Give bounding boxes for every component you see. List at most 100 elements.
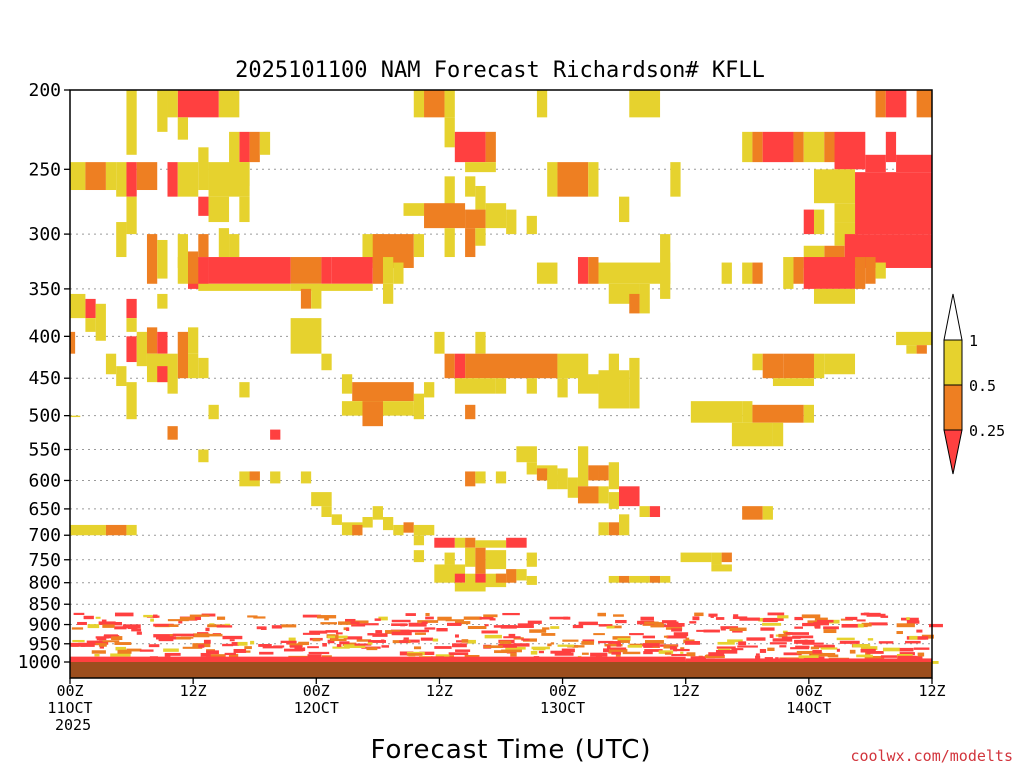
ri-cell bbox=[218, 228, 230, 258]
ri-cell bbox=[608, 353, 620, 375]
surface-cell bbox=[168, 624, 179, 627]
surface-cell bbox=[452, 643, 467, 648]
surface-cell bbox=[356, 639, 372, 642]
surface-cell bbox=[271, 625, 283, 629]
ri-cell bbox=[177, 331, 189, 379]
ri-cell bbox=[598, 486, 609, 504]
ri-cell bbox=[608, 522, 620, 536]
surface-cell bbox=[229, 639, 235, 642]
y-tick-label: 900 bbox=[28, 615, 61, 636]
surface-cell bbox=[664, 652, 672, 655]
ri-cell bbox=[198, 234, 209, 258]
surface-cell bbox=[289, 645, 302, 648]
surface-cell bbox=[259, 651, 274, 655]
surface-cell bbox=[454, 634, 459, 638]
legend-swatch bbox=[943, 339, 963, 386]
surface-cell bbox=[640, 616, 654, 621]
ri-cell bbox=[444, 353, 455, 379]
surface-cell bbox=[572, 644, 579, 648]
surface-cell bbox=[467, 639, 476, 644]
ri-cell bbox=[413, 524, 435, 536]
surface-cell bbox=[530, 650, 538, 655]
y-tick-label: 700 bbox=[28, 525, 61, 546]
surface-cell bbox=[849, 649, 856, 654]
surface-cell bbox=[436, 628, 448, 632]
surface-cell bbox=[481, 630, 498, 634]
surface-cell bbox=[550, 642, 555, 645]
surface-cell bbox=[764, 657, 773, 660]
surface-cell bbox=[483, 645, 503, 649]
surface-cell bbox=[189, 614, 210, 617]
surface-cell bbox=[708, 613, 718, 617]
surface-cell bbox=[785, 632, 793, 635]
ri-cell bbox=[444, 176, 455, 210]
y-tick-label: 600 bbox=[28, 470, 61, 491]
surface-cell bbox=[604, 643, 623, 647]
surface-cell bbox=[673, 632, 689, 637]
surface-cell bbox=[91, 650, 106, 654]
ground-bar bbox=[70, 662, 932, 678]
surface-cell bbox=[367, 642, 373, 645]
surface-cell bbox=[617, 637, 631, 641]
surface-cell bbox=[498, 643, 517, 648]
surface-cell bbox=[792, 635, 814, 639]
ri-cell bbox=[239, 196, 250, 223]
surface-cell bbox=[406, 653, 423, 656]
ri-cell bbox=[916, 90, 932, 118]
ri-cell bbox=[70, 162, 86, 191]
ri-cell bbox=[454, 131, 486, 163]
shaded-cells bbox=[70, 90, 932, 592]
ri-cell bbox=[598, 262, 671, 284]
surface-cell bbox=[335, 634, 339, 639]
ri-cell bbox=[577, 446, 589, 487]
ri-cell bbox=[629, 293, 640, 314]
ri-cell bbox=[834, 131, 866, 170]
ri-cell bbox=[208, 257, 291, 284]
ri-cell bbox=[742, 131, 753, 163]
ri-cell bbox=[536, 90, 548, 118]
ri-cell bbox=[465, 547, 476, 567]
surface-cell bbox=[73, 612, 85, 616]
surface-cell bbox=[99, 645, 104, 649]
surface-cell bbox=[562, 639, 579, 642]
ri-cell bbox=[188, 251, 199, 284]
surface-cell bbox=[529, 629, 547, 633]
surface-cell bbox=[403, 637, 409, 640]
ri-cell bbox=[403, 203, 425, 216]
ri-cell bbox=[177, 162, 199, 197]
ri-cell bbox=[167, 162, 178, 197]
surface-cell bbox=[351, 623, 366, 627]
ri-cell bbox=[588, 257, 599, 284]
surface-cell bbox=[237, 641, 248, 646]
surface-cell bbox=[931, 660, 939, 664]
surface-cell bbox=[115, 646, 127, 651]
surface-cell bbox=[590, 652, 608, 657]
ri-cell bbox=[824, 353, 856, 375]
surface-cell bbox=[795, 645, 810, 649]
surface-cell bbox=[206, 650, 219, 655]
ri-cell bbox=[208, 404, 219, 420]
ri-cell bbox=[834, 203, 856, 223]
ri-cell bbox=[198, 147, 209, 191]
surface-cell bbox=[312, 638, 321, 642]
surface-cell bbox=[779, 645, 787, 648]
surface-cell bbox=[767, 612, 785, 616]
ri-cell bbox=[382, 283, 394, 304]
surface-cell bbox=[455, 621, 471, 625]
legend-swatch bbox=[943, 384, 963, 431]
surface-cell bbox=[669, 646, 677, 650]
ri-cell bbox=[629, 575, 650, 583]
surface-cell bbox=[897, 655, 917, 660]
y-tick-label: 400 bbox=[28, 326, 61, 347]
surface-cell bbox=[759, 648, 767, 653]
surface-cell bbox=[86, 640, 103, 644]
surface-cell bbox=[727, 639, 743, 643]
surface-cell bbox=[421, 621, 428, 624]
ri-cell bbox=[352, 524, 363, 536]
surface-cell bbox=[167, 619, 189, 622]
y-tick-label: 450 bbox=[28, 368, 61, 389]
ri-cell bbox=[598, 370, 630, 409]
surface-cell bbox=[325, 630, 339, 633]
ri-cell bbox=[680, 552, 712, 563]
surface-cell bbox=[597, 655, 603, 658]
